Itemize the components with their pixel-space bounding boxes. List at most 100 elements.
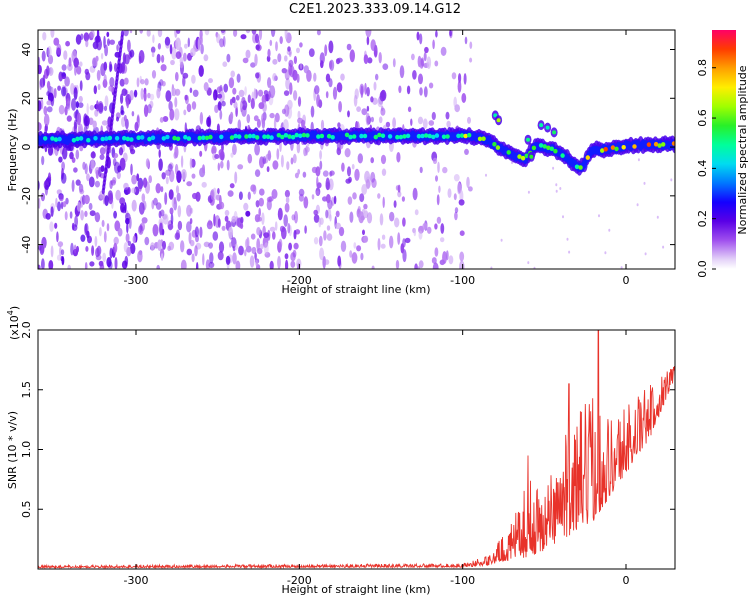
noise-blob: [69, 151, 74, 160]
noise-blob: [126, 98, 129, 109]
noise-blob: [214, 104, 219, 114]
noise-blob: [277, 207, 283, 221]
noise-blob: [171, 46, 177, 60]
ridge-branch-core: [496, 118, 501, 123]
spectrogram-xlabel: Height of straight line (km): [281, 283, 430, 296]
noise-blob: [458, 73, 462, 83]
noise-blob: [267, 77, 272, 89]
noise-blob: [61, 64, 67, 71]
sparse-dot: [598, 214, 600, 218]
snr-line: [38, 330, 675, 569]
noise-blob: [78, 102, 84, 108]
ridge-cell: [247, 133, 253, 139]
noise-blob: [319, 150, 322, 160]
noise-blob: [58, 104, 65, 115]
noise-blob: [422, 222, 428, 230]
noise-blob: [338, 226, 345, 237]
noise-blob: [129, 90, 134, 101]
ridge-cell: [255, 135, 260, 140]
noise-blob: [144, 236, 150, 246]
noise-blob: [71, 98, 77, 111]
noise-blob: [38, 100, 42, 112]
noise-blob: [41, 155, 45, 166]
ridge-cell: [305, 133, 310, 138]
noise-blob: [103, 105, 108, 112]
noise-blob: [459, 251, 465, 262]
noise-blob: [199, 150, 203, 157]
ridge-cell: [646, 142, 652, 147]
noise-blob: [357, 153, 363, 164]
noise-blob: [416, 31, 420, 41]
ridge-cell: [373, 134, 378, 140]
noise-blob: [269, 39, 273, 47]
noise-blob: [94, 212, 101, 223]
sparse-dot: [636, 203, 639, 207]
noise-blob: [106, 223, 110, 232]
noise-blob: [228, 77, 235, 89]
noise-blob: [347, 196, 353, 205]
noise-blob: [338, 101, 342, 113]
noise-blob: [431, 257, 437, 264]
x-tick-label: -300: [124, 574, 149, 587]
noise-blob: [393, 200, 397, 208]
ridge-cell: [614, 146, 619, 152]
noise-blob: [199, 34, 203, 46]
noise-blob: [217, 218, 221, 228]
noise-blob: [66, 100, 71, 111]
noise-blob: [420, 57, 425, 67]
noise-blob: [118, 147, 124, 156]
noise-blob: [279, 36, 283, 45]
noise-blob: [371, 265, 375, 269]
ridge-cell: [233, 133, 238, 139]
noise-blob: [255, 72, 260, 79]
ridge-cell: [671, 141, 675, 146]
noise-blob: [313, 72, 317, 82]
sparse-dot: [533, 266, 536, 269]
noise-blob: [140, 88, 144, 100]
noise-blob: [130, 163, 133, 176]
noise-blob: [256, 227, 261, 236]
noise-blob: [113, 242, 118, 254]
noise-blob: [176, 30, 181, 34]
ridge-cell: [71, 138, 77, 143]
x-tick-label: -200: [287, 574, 312, 587]
noise-blob: [351, 252, 358, 264]
noise-blob: [418, 260, 424, 269]
noise-blob: [237, 164, 244, 170]
noise-blob: [143, 90, 147, 102]
noise-blob: [86, 103, 89, 116]
noise-blob: [90, 159, 95, 170]
ridge-cell: [219, 134, 224, 140]
noise-blob: [304, 225, 307, 234]
noise-blob: [211, 145, 217, 155]
sparse-dot: [490, 266, 493, 269]
ridge-cell: [237, 134, 242, 139]
noise-blob: [75, 34, 82, 45]
noise-blob: [151, 70, 157, 79]
noise-blob: [175, 185, 180, 194]
noise-blob: [73, 87, 78, 100]
noise-blob: [194, 245, 198, 257]
ridge-cell: [395, 134, 400, 140]
noise-blob: [153, 197, 158, 206]
noise-blob: [325, 91, 329, 99]
noise-blob: [234, 243, 238, 251]
noise-blob: [448, 255, 454, 265]
noise-blob: [231, 96, 236, 104]
ridge-cell: [122, 135, 127, 141]
noise-blob: [251, 246, 257, 255]
noise-blob: [147, 92, 151, 99]
noise-blob: [217, 162, 220, 171]
noise-blob: [92, 120, 97, 129]
ridge-cell: [653, 141, 659, 147]
noise-blob: [38, 64, 42, 75]
noise-blob: [360, 252, 364, 261]
noise-blob: [218, 241, 225, 253]
noise-blob: [258, 102, 265, 110]
noise-blob: [42, 31, 47, 41]
noise-blob: [132, 235, 136, 244]
ridge-cell: [136, 135, 141, 140]
noise-blob: [244, 238, 249, 249]
noise-blob: [189, 157, 193, 169]
noise-blob: [454, 211, 458, 221]
